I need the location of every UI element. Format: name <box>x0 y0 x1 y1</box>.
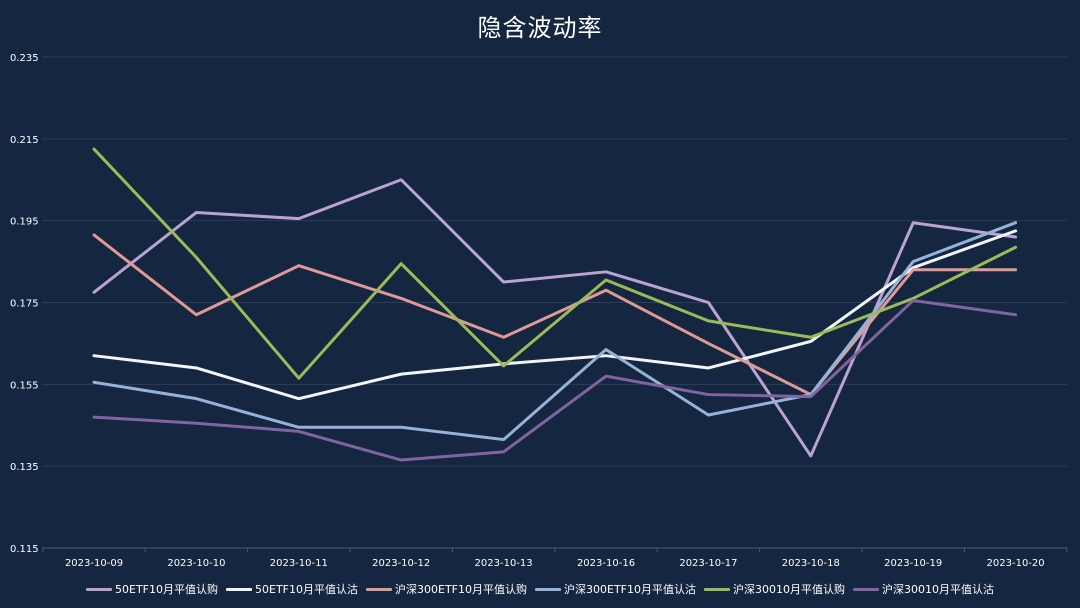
series-line-6 <box>92 298 1018 462</box>
legend-label: 50ETF10月平值认沽 <box>255 583 358 596</box>
legend-swatch <box>535 587 561 591</box>
series-group <box>92 147 1018 462</box>
series-line-3 <box>92 233 1018 397</box>
x-tick-label: 2023-10-20 <box>987 558 1045 569</box>
legend-item: 沪深30010月平值认购 <box>704 581 845 597</box>
y-tick-label: 0.115 <box>10 544 39 555</box>
legend-label: 沪深300ETF10月平值认沽 <box>564 583 696 596</box>
legend-label: 50ETF10月平值认购 <box>115 583 218 596</box>
y-tick-label: 0.235 <box>10 53 39 64</box>
legend-item: 沪深300ETF10月平值认购 <box>366 581 527 597</box>
series-line-4 <box>92 221 1018 442</box>
legend-swatch <box>366 587 392 591</box>
legend-swatch <box>226 587 252 591</box>
series-line-2 <box>92 229 1018 401</box>
y-tick-label: 0.155 <box>10 380 39 391</box>
x-tick-label: 2023-10-09 <box>65 558 123 569</box>
legend-swatch <box>853 587 879 591</box>
x-tick-label: 2023-10-13 <box>475 558 533 569</box>
x-tick-label: 2023-10-19 <box>884 558 942 569</box>
x-tick-label: 2023-10-16 <box>577 558 635 569</box>
x-tick-label: 2023-10-12 <box>372 558 430 569</box>
y-tick-label: 0.215 <box>10 135 39 146</box>
legend-item: 50ETF10月平值认购 <box>86 581 218 597</box>
series-line-1 <box>92 178 1018 458</box>
y-tick-label: 0.135 <box>10 462 39 473</box>
series-line-5 <box>92 147 1018 380</box>
legend-swatch <box>704 587 730 591</box>
legend-item: 沪深30010月平值认沽 <box>853 581 994 597</box>
x-tick-label: 2023-10-10 <box>167 558 225 569</box>
x-tick-label: 2023-10-17 <box>679 558 737 569</box>
legend-swatch <box>86 587 112 591</box>
x-axis: 2023-10-09 2023-10-10 2023-10-11 2023-10-12… <box>42 548 1068 569</box>
y-tick-label: 0.175 <box>10 299 39 310</box>
legend-item: 沪深300ETF10月平值认沽 <box>535 581 696 597</box>
x-tick-label: 2023-10-11 <box>270 558 328 569</box>
legend-label: 沪深30010月平值认沽 <box>882 583 994 596</box>
legend-item: 50ETF10月平值认沽 <box>226 581 358 597</box>
y-tick-label: 0.195 <box>10 217 39 228</box>
chart-legend: 50ETF10月平值认购 50ETF10月平值认沽 沪深300ETF10月平值认购 沪… <box>0 581 1080 597</box>
legend-label: 沪深30010月平值认购 <box>733 583 845 596</box>
chart-title: 隐含波动率 <box>477 14 603 42</box>
legend-label: 沪深300ETF10月平值认购 <box>395 583 527 596</box>
x-tick-label: 2023-10-18 <box>782 558 840 569</box>
